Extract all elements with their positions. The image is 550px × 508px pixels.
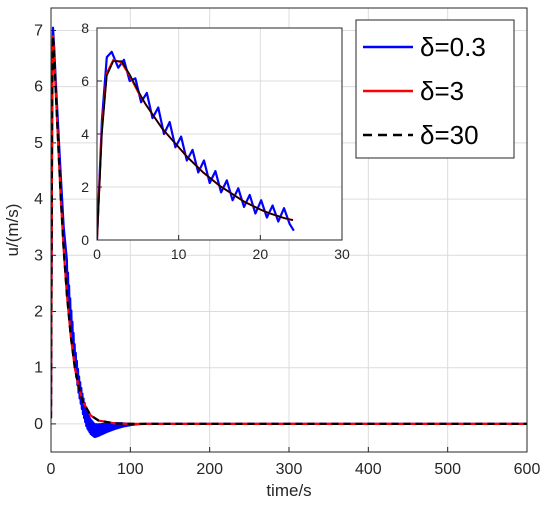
legend-label-1: δ=3 — [420, 76, 464, 106]
main-y-tick-label: 2 — [34, 303, 43, 320]
x-axis-label: time/s — [266, 481, 311, 500]
main-y-tick-label: 6 — [34, 79, 43, 96]
legend: δ=0.3 δ=3 δ=30 — [355, 19, 515, 159]
main-y-tick-label: 3 — [34, 247, 43, 264]
main-y-tick-label: 1 — [34, 360, 43, 377]
inset-y-tick-label: 6 — [81, 73, 89, 89]
inset-x-tick-label: 30 — [334, 246, 350, 262]
main-y-tick-label: 5 — [34, 135, 43, 152]
legend-label-2: δ=30 — [420, 120, 479, 150]
inset-x-tick-label: 0 — [93, 246, 101, 262]
inset-x-tick-label: 20 — [253, 246, 269, 262]
main-x-tick-label: 600 — [514, 461, 541, 478]
main-x-tick-label: 500 — [434, 461, 461, 478]
main-x-tick-label: 0 — [47, 461, 56, 478]
main-y-tick-label: 4 — [34, 191, 43, 208]
inset-plot: 0 10 20 30 0 2 4 6 8 — [81, 20, 350, 262]
inset-y-tick-label: 0 — [81, 232, 89, 248]
inset-y-tick-label: 2 — [81, 179, 89, 195]
inset-frame — [96, 27, 343, 241]
main-frame — [50, 7, 528, 453]
main-x-tick-label: 300 — [276, 461, 303, 478]
inset-y-tick-label: 4 — [81, 126, 89, 142]
main-series-line-2 — [51, 35, 527, 425]
legend-label-0: δ=0.3 — [420, 32, 486, 62]
main-x-tick-label: 100 — [117, 461, 144, 478]
inset-series-line-2 — [97, 60, 294, 240]
main-y-tick-label: 0 — [34, 416, 43, 433]
main-x-tick-label: 400 — [355, 461, 382, 478]
inset-series-line-0 — [97, 50, 295, 240]
y-axis-label: u/(m/s) — [3, 204, 22, 257]
inset-x-tick-label: 10 — [171, 246, 187, 262]
main-x-tick-label: 200 — [196, 461, 223, 478]
inset-y-tick-label: 8 — [81, 20, 89, 36]
main-y-tick-label: 7 — [34, 22, 43, 39]
